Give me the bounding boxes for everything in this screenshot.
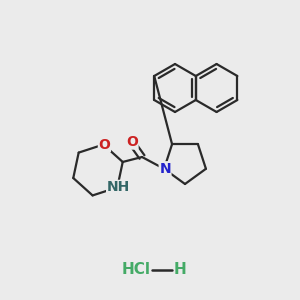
Text: HCl: HCl bbox=[122, 262, 151, 278]
Text: NH: NH bbox=[107, 180, 130, 194]
Text: O: O bbox=[98, 138, 110, 152]
Text: H: H bbox=[174, 262, 186, 278]
Text: O: O bbox=[126, 135, 138, 149]
Text: N: N bbox=[159, 162, 171, 176]
